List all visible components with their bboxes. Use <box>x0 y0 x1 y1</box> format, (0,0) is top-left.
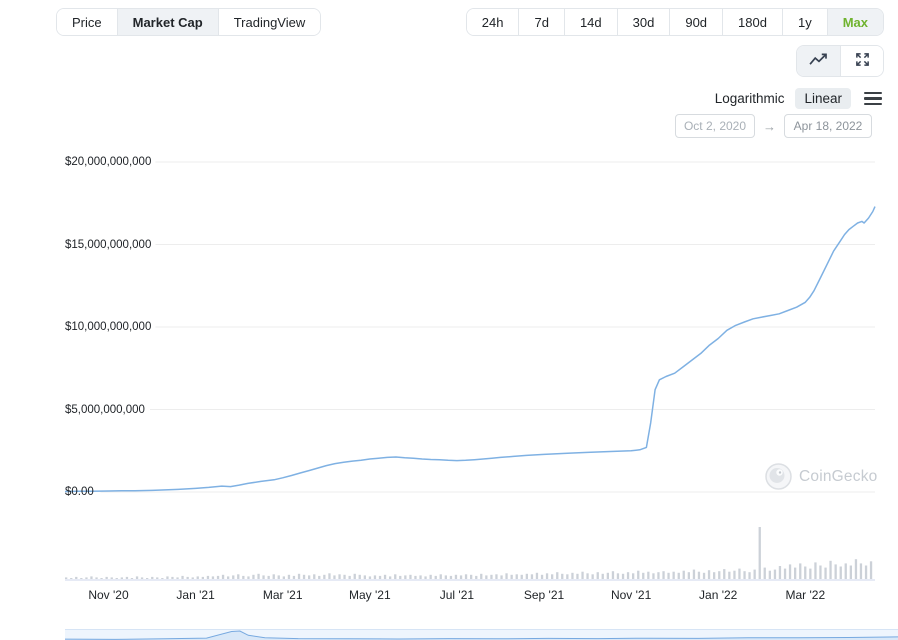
scale-toggle-row: Logarithmic Linear <box>715 88 884 109</box>
range-navigator[interactable] <box>65 629 898 640</box>
watermark-label: CoinGecko <box>799 467 878 485</box>
date-from-input[interactable] <box>675 114 755 138</box>
range-30d[interactable]: 30d <box>616 9 670 35</box>
scale-logarithmic-option[interactable]: Logarithmic <box>714 91 785 106</box>
coingecko-logo-icon <box>765 463 792 490</box>
fullscreen-expand-icon <box>855 52 870 70</box>
tab-tradingview[interactable]: TradingView <box>217 9 321 35</box>
date-range-arrow-icon: → <box>763 118 776 134</box>
range-14d[interactable]: 14d <box>563 9 617 35</box>
range-24h[interactable]: 24h <box>466 9 519 35</box>
chart-view-toggle-group <box>796 45 884 77</box>
coingecko-watermark: CoinGecko <box>765 463 877 490</box>
chart-menu-icon[interactable] <box>862 90 884 107</box>
fullscreen-button[interactable] <box>840 46 883 76</box>
line-chart-view-button[interactable] <box>797 46 840 76</box>
time-range-tabs: 24h 7d 14d 30d 90d 180d 1y Max <box>465 8 884 36</box>
navigator-sparkline <box>65 630 898 640</box>
range-7d[interactable]: 7d <box>518 9 564 35</box>
tab-market-cap[interactable]: Market Cap <box>116 9 218 35</box>
trend-chart-icon <box>809 52 828 70</box>
range-max[interactable]: Max <box>826 9 883 35</box>
range-180d[interactable]: 180d <box>722 9 782 35</box>
chart-type-tabs: Price Market Cap TradingView <box>56 8 322 36</box>
range-90d[interactable]: 90d <box>669 9 723 35</box>
tab-price[interactable]: Price <box>57 9 117 35</box>
scale-linear-option[interactable]: Linear <box>795 88 851 109</box>
range-1y[interactable]: 1y <box>781 9 827 35</box>
date-range-row: → <box>675 114 872 138</box>
date-to-input[interactable] <box>784 114 872 138</box>
